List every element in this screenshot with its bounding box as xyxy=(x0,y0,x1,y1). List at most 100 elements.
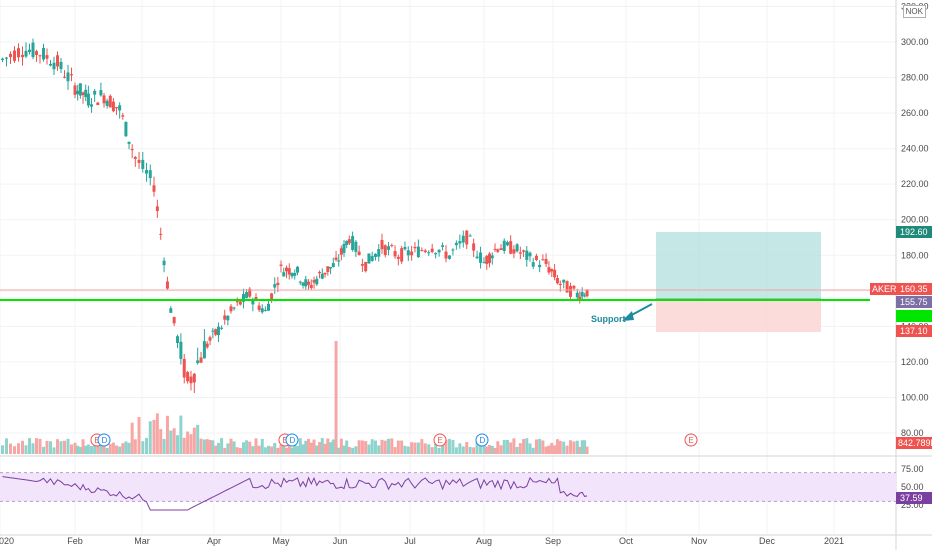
candle-body xyxy=(528,252,532,257)
candle-body xyxy=(211,330,215,332)
volume-bar xyxy=(145,437,149,454)
volume-bar xyxy=(238,447,242,454)
candle-body xyxy=(490,255,494,259)
support-label: Support xyxy=(591,314,626,324)
volume-bar xyxy=(124,441,128,454)
candle-body xyxy=(434,252,438,255)
support-annotation[interactable]: Support xyxy=(591,303,653,324)
volume-bar xyxy=(49,441,52,454)
time-axis[interactable]: 2020 Feb Mar Apr May Jun Jul Aug Sep Oct Nov Dec 202… xyxy=(0,536,844,546)
candle-body xyxy=(13,50,16,61)
volume-bar xyxy=(179,415,183,454)
candle-body xyxy=(121,115,125,117)
volume-bar xyxy=(155,413,159,454)
volume-bar xyxy=(235,447,239,454)
candle-body xyxy=(351,236,355,250)
candle-body xyxy=(315,278,319,285)
dividend-marker[interactable]: D xyxy=(285,433,299,447)
time-tick-label: Oct xyxy=(619,536,634,546)
candle-body xyxy=(63,76,66,78)
volume-bar xyxy=(165,415,169,454)
volume-bar xyxy=(279,444,283,454)
volume-bar xyxy=(208,439,212,454)
candle-body xyxy=(578,296,582,300)
candle-body xyxy=(547,267,551,273)
volume-bar xyxy=(307,438,311,454)
volume-bar xyxy=(490,445,494,454)
volume-bars xyxy=(1,341,589,454)
candle-body xyxy=(202,341,206,359)
candle-body xyxy=(493,248,497,250)
target-zone[interactable] xyxy=(656,232,821,299)
candle-body xyxy=(216,326,220,336)
candle-body xyxy=(406,250,410,256)
volume-bar xyxy=(430,447,434,454)
volume-bar xyxy=(13,446,16,454)
candle-body xyxy=(169,308,173,313)
candle-body xyxy=(390,245,394,247)
volume-bar xyxy=(137,417,141,454)
candle-body xyxy=(400,248,404,262)
volume-bar xyxy=(248,441,252,454)
candle-body xyxy=(220,327,224,329)
volume-bar xyxy=(578,446,582,454)
price-axis[interactable]: 320.00300.00280.00260.00240.00220.00200.… xyxy=(901,1,929,510)
rsi-tick-label: 75.00 xyxy=(901,464,924,474)
candle-body xyxy=(145,169,149,174)
volume-bar xyxy=(211,440,215,454)
volume-bar xyxy=(309,442,313,454)
volume-bar xyxy=(337,447,341,454)
candle-body xyxy=(304,279,308,287)
candle-body xyxy=(387,246,391,250)
candle-body xyxy=(553,269,557,278)
stop-zone[interactable] xyxy=(656,299,821,332)
candle-body xyxy=(241,294,245,302)
candle-body xyxy=(223,315,227,320)
price-tick-label: 80.00 xyxy=(901,428,924,438)
stop-price-label: 137.10 xyxy=(900,326,928,336)
volume-bar xyxy=(273,442,277,454)
candle-body xyxy=(518,252,522,254)
candle-body xyxy=(580,292,584,297)
earnings-marker[interactable]: E xyxy=(684,433,698,447)
candle-body xyxy=(229,306,233,312)
volume-bar xyxy=(42,446,45,454)
volume-bar xyxy=(266,445,270,454)
candle-body xyxy=(111,101,115,112)
volume-bar xyxy=(413,442,417,454)
volume-bar xyxy=(290,447,294,454)
price-tick-label: 260.00 xyxy=(901,108,929,118)
candle-body xyxy=(565,281,569,293)
dividend-marker[interactable]: D xyxy=(475,433,489,447)
price-tick-label: 100.00 xyxy=(901,392,929,402)
volume-bar xyxy=(528,443,532,454)
candle-body xyxy=(360,264,364,266)
volume-bar xyxy=(434,443,438,454)
earnings-marker[interactable]: E xyxy=(433,433,447,447)
candle-body xyxy=(502,240,506,251)
candle-body xyxy=(339,248,343,255)
volume-bar xyxy=(342,445,346,454)
volume-bar xyxy=(315,445,319,454)
volume-bar xyxy=(285,447,289,454)
volume-bar xyxy=(263,447,267,454)
candle-body xyxy=(179,341,183,359)
candle-body xyxy=(298,281,302,283)
volume-bar xyxy=(9,443,12,454)
dividend-marker[interactable]: D xyxy=(97,433,111,447)
time-tick-label: Aug xyxy=(476,536,492,546)
currency-badge[interactable]: NOK xyxy=(902,5,926,18)
time-tick-label: 2021 xyxy=(824,536,844,546)
candle-body xyxy=(488,253,492,264)
volume-bar xyxy=(326,438,330,454)
candle-body xyxy=(165,281,169,289)
candle-body xyxy=(254,297,258,300)
candle-body xyxy=(86,93,90,106)
volume-bar xyxy=(176,435,180,454)
volume-bar xyxy=(465,442,469,454)
volume-bar xyxy=(31,443,35,454)
candle-body xyxy=(199,357,203,363)
volume-bar xyxy=(323,443,327,454)
